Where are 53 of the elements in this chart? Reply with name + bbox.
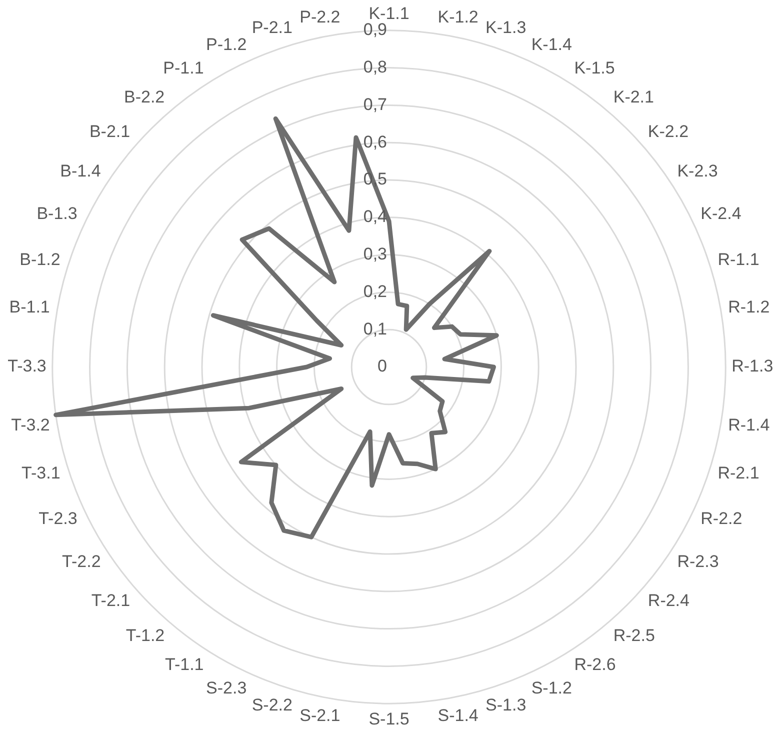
spoke-label: K-2.3 (677, 161, 718, 180)
spoke-label: B-1.2 (20, 250, 60, 269)
y-tick-label: 0,9 (363, 20, 387, 40)
spoke-label: K-1.3 (486, 18, 526, 37)
spoke-label: S-1.4 (438, 706, 478, 725)
spoke-label: S-2.1 (300, 706, 340, 725)
spoke-label: T-1.1 (165, 655, 204, 674)
spoke-label: T-2.2 (62, 552, 101, 572)
spoke-label: B-2.2 (124, 88, 165, 107)
spoke-label: B-1.3 (36, 204, 78, 224)
spoke-label: R-1.1 (718, 250, 760, 269)
spoke-label: B-1.1 (9, 298, 50, 317)
spoke-label: K-2.1 (613, 88, 654, 107)
spoke-label: T-3.1 (22, 463, 60, 482)
y-tick-label: 0 (378, 356, 387, 376)
spoke-label: R-1.2 (728, 298, 770, 317)
spoke-label: T-1.2 (126, 626, 165, 645)
y-tick-label: 0,3 (363, 244, 387, 264)
y-tick-label: 0,4 (363, 207, 387, 226)
y-tick-label: 0,7 (363, 94, 387, 114)
spoke-label: P-2.2 (300, 7, 340, 26)
spoke-label: K-1.2 (438, 7, 478, 26)
spoke-label: R-1.3 (732, 356, 774, 376)
spoke-label: R-1.4 (728, 416, 770, 435)
y-tick-label: 0,6 (363, 132, 387, 152)
spoke-label: P-1.2 (206, 34, 247, 54)
spoke-label: S-2.3 (206, 678, 247, 698)
y-tick-label: 0,8 (363, 57, 387, 76)
spoke-label: R-2.2 (700, 509, 742, 528)
spoke-label: R-2.4 (648, 591, 690, 610)
spoke-label: S-2.2 (252, 696, 292, 715)
spoke-label: B-1.4 (60, 161, 101, 180)
spoke-label: R-2.6 (574, 655, 616, 674)
spoke-label: T-3.3 (8, 356, 46, 376)
spoke-label: T-3.2 (11, 416, 50, 435)
y-tick-label: 0,2 (363, 282, 387, 301)
spoke-label: T-2.1 (91, 591, 130, 610)
spoke-label: B-2.1 (89, 122, 130, 142)
spoke-label: R-2.3 (677, 552, 719, 572)
spoke-label: S-1.2 (531, 678, 572, 698)
spoke-label: R-2.1 (718, 463, 760, 482)
spoke-label: S-1.3 (486, 696, 526, 715)
spoke-label: P-2.1 (252, 18, 292, 37)
spoke-label: K-2.2 (648, 122, 689, 142)
y-tick-label: 0,1 (363, 319, 387, 338)
spoke-label: T-2.3 (38, 509, 78, 528)
spoke-label: K-2.4 (700, 204, 742, 224)
spoke-label: K-1.4 (531, 34, 572, 54)
spoke-label: R-2.5 (613, 626, 655, 645)
spoke-label: K-1.5 (574, 58, 615, 78)
spoke-label: P-1.1 (163, 58, 204, 78)
spoke-label: S-1.5 (368, 709, 410, 728)
spoke-label: K-1.1 (368, 4, 410, 23)
